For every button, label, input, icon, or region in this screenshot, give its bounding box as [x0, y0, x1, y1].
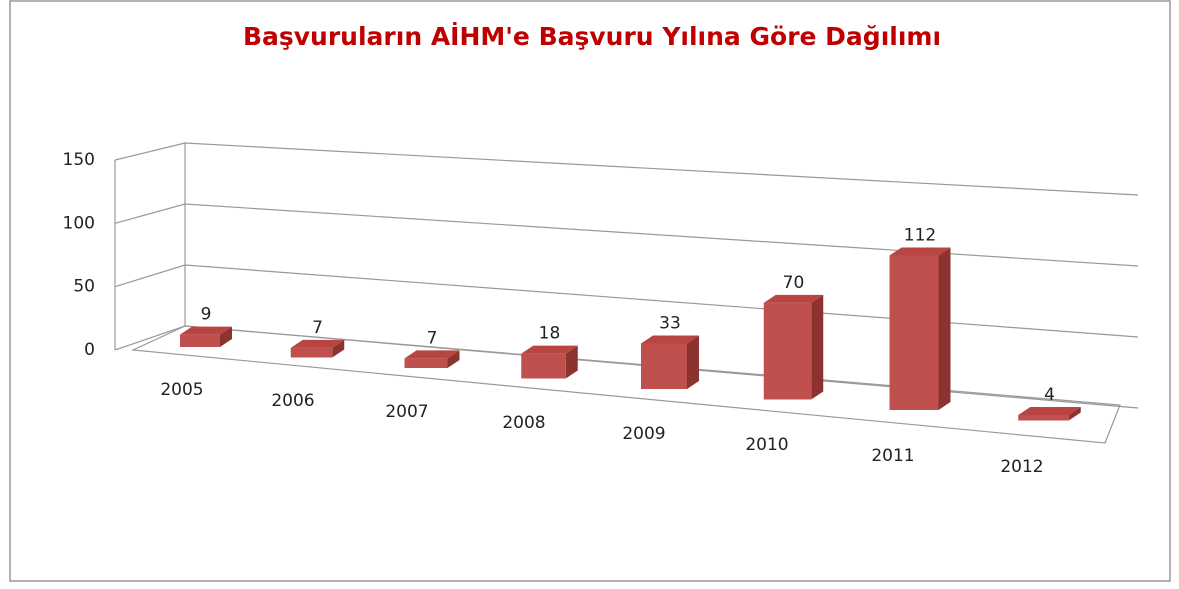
bar-side — [220, 326, 232, 347]
bar — [180, 326, 232, 347]
data-label: 9 — [201, 305, 212, 325]
y-tick-label: 50 — [73, 277, 95, 297]
x-tick-label: 2011 — [871, 446, 914, 466]
x-tick-label: 2010 — [745, 435, 788, 455]
bar-front — [290, 347, 333, 358]
bar-top — [763, 294, 824, 303]
bar-front — [889, 255, 939, 410]
bar-side — [811, 294, 824, 400]
y-tick-label: 0 — [84, 340, 95, 360]
bar-front — [404, 358, 448, 368]
bar-side — [332, 339, 345, 358]
bar-front — [521, 353, 566, 379]
bar-top — [180, 326, 232, 335]
bar-side — [447, 350, 460, 368]
data-label: 7 — [312, 318, 323, 338]
x-tick-label: 2005 — [160, 380, 203, 400]
data-label: 4 — [1044, 385, 1055, 405]
x-tick-label: 2009 — [622, 424, 665, 444]
bar-top — [889, 247, 951, 256]
x-tick-label: 2006 — [271, 391, 314, 411]
bar-side — [938, 247, 951, 410]
floor — [130, 325, 1121, 444]
x-tick-label: 2008 — [502, 413, 545, 433]
bar — [1018, 406, 1081, 421]
data-label: 18 — [539, 324, 561, 344]
bar-top — [290, 339, 345, 348]
chart-border — [9, 0, 1171, 582]
data-label: 112 — [904, 225, 936, 245]
bar — [641, 335, 699, 389]
x-tick-label: 2012 — [1000, 457, 1043, 477]
y-tick-label: 150 — [63, 150, 95, 170]
chart-title: Başvuruların AİHM'e Başvuru Yılına Göre … — [243, 21, 941, 51]
bar-top — [404, 350, 460, 359]
bar-front — [1018, 414, 1069, 421]
data-label: 7 — [427, 328, 438, 348]
bar-top — [1018, 406, 1081, 415]
bar-front — [180, 334, 220, 347]
y-tick-label: 100 — [63, 213, 95, 233]
bar-side — [565, 345, 578, 379]
bar — [763, 294, 824, 400]
bar-top — [521, 345, 578, 354]
bar-front — [641, 343, 687, 389]
x-tick-label: 2007 — [385, 402, 428, 422]
data-label: 33 — [659, 313, 681, 333]
bar-front — [763, 302, 812, 400]
bar — [889, 247, 951, 410]
data-label: 70 — [783, 273, 805, 293]
bar-side — [1068, 406, 1081, 421]
bar — [521, 345, 578, 379]
bar-top — [641, 335, 699, 344]
bar — [404, 350, 460, 368]
bar-side — [687, 335, 699, 389]
bar — [290, 339, 345, 358]
